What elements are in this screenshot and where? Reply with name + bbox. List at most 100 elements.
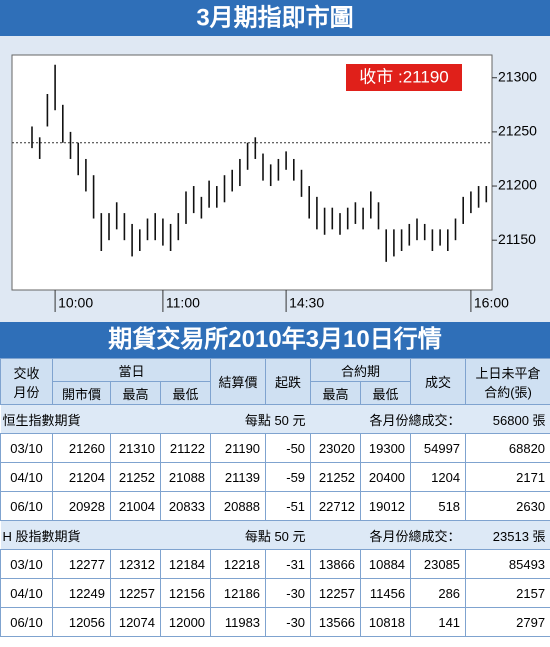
number-cell: 21139 [210, 462, 267, 492]
row: 03/10 21260 21310 21122 21190 -50 23020 19300 54… [0, 433, 550, 463]
number-cell: 518 [410, 491, 467, 521]
month-cell: 04/10 [0, 578, 53, 608]
number-cell: 12277 [52, 549, 111, 579]
x-tick-label: 11:00 [166, 295, 200, 311]
total-label: 各月份總成交： [310, 404, 466, 434]
number-cell: 10818 [360, 607, 412, 637]
number-cell: 12184 [159, 549, 212, 579]
number-cell: 12312 [110, 549, 161, 579]
close-annotation: 收市 :21190 [359, 67, 448, 86]
number-cell: 21204 [52, 462, 111, 492]
number-cell: 12257 [310, 578, 362, 608]
month-cell: 03/10 [0, 549, 53, 579]
number-cell: 2171 [465, 462, 550, 492]
header: 交收 月份 [0, 358, 53, 405]
chart: 3月期指即市圖 收市 :21190 21150 21200 21250 21300 10… [0, 0, 550, 322]
header: 當日 [51, 358, 212, 382]
number-cell: -51 [265, 491, 312, 521]
number-cell: 19300 [360, 433, 412, 463]
header-text: 上日未平倉 [475, 365, 541, 381]
header: 合約期 [310, 358, 412, 382]
number-cell: 12074 [110, 607, 161, 637]
number-cell: 85493 [465, 549, 550, 579]
row: 04/10 21204 21252 21088 21139 -59 21252 20400 12… [0, 462, 550, 492]
number-cell: 13566 [310, 607, 362, 637]
number-cell: 21088 [159, 462, 212, 492]
x-tick-label: 10:00 [58, 295, 93, 311]
number-cell: 12000 [159, 607, 212, 637]
number-cell: 12186 [210, 578, 267, 608]
month-cell: 04/10 [0, 462, 53, 492]
header: 最高 [310, 381, 362, 405]
number-cell: 23085 [410, 549, 467, 579]
number-cell: -50 [265, 433, 312, 463]
row: 恒生指數期貨 每點 50 元各月份總成交： 56800 張 [0, 404, 550, 434]
number-cell: 12218 [210, 549, 267, 579]
header: 最低 [159, 381, 212, 405]
number-cell: -31 [265, 549, 312, 579]
x-tick-label: 16:00 [474, 295, 509, 311]
header: 開市價 [52, 381, 111, 405]
number-cell: 10884 [360, 549, 412, 579]
point-value: 每點 50 元 [160, 404, 311, 434]
y-tick-label: 21150 [498, 231, 536, 247]
total-label: 各月份總成交： [310, 520, 466, 550]
number-cell: 54997 [410, 433, 467, 463]
y-tick-label: 21200 [498, 177, 537, 193]
header-text: 交收 [13, 365, 40, 381]
header: 結算價 [210, 358, 267, 405]
number-cell: 20928 [52, 491, 111, 521]
number-cell: 21310 [110, 433, 161, 463]
point-value: 每點 50 元 [160, 520, 311, 550]
header: 最高 [110, 381, 161, 405]
number-cell: 21122 [159, 433, 212, 463]
plot-area [11, 54, 493, 291]
row: 04/10 12249 12257 12156 12186 -30 12257 11456 28… [0, 578, 550, 608]
total-volume: 23513 張 [465, 520, 550, 550]
number-cell: 286 [410, 578, 467, 608]
number-cell: 2157 [465, 578, 550, 608]
month-cell: 03/10 [0, 433, 53, 463]
close-box [346, 64, 462, 91]
header: 成交 [410, 358, 467, 405]
number-cell: 20833 [159, 491, 212, 521]
number-cell: -30 [265, 607, 312, 637]
x-tick-label: 14:30 [289, 295, 324, 311]
row: 06/10 12056 12074 12000 11983 -30 13566 10818 14… [0, 607, 550, 637]
number-cell: 22712 [310, 491, 362, 521]
number-cell: 2630 [465, 491, 550, 521]
number-cell: 21252 [110, 462, 161, 492]
total-volume: 56800 張 [465, 404, 550, 434]
section-name: 恒生指數期貨 [0, 404, 161, 434]
number-cell: 1204 [410, 462, 467, 492]
row: 06/10 20928 21004 20833 20888 -51 22712 19012 51… [0, 491, 550, 521]
number-cell: 13866 [310, 549, 362, 579]
row: 交收月份 當日 結算價 起跌 合約期 成交 上日未平倉 合約(張) [0, 358, 550, 405]
chart-title: 3月期指即市圖 [196, 3, 353, 31]
number-cell: 12056 [52, 607, 111, 637]
number-cell: 11456 [360, 578, 412, 608]
month-cell: 06/10 [0, 491, 53, 521]
number-cell: 21190 [210, 433, 267, 463]
number-cell: 12156 [159, 578, 212, 608]
number-cell: 11983 [210, 607, 267, 637]
number-cell: 20400 [360, 462, 412, 492]
number-cell: 141 [410, 607, 467, 637]
y-tick-label: 21300 [498, 68, 537, 84]
number-cell: 21260 [52, 433, 111, 463]
header: 上日未平倉 合約(張) [465, 358, 550, 405]
number-cell: -59 [265, 462, 312, 492]
number-cell: 12257 [110, 578, 161, 608]
quote-table: 交收 月份 當日 結算價 起跌 合約期 成交 上日未平倉 合約(張) 開市價 最高 最低 最高 最低 恒生指… [0, 358, 550, 637]
number-cell: 68820 [465, 433, 550, 463]
title-bar [0, 0, 550, 36]
number-cell: 23020 [310, 433, 362, 463]
number-cell: 20888 [210, 491, 267, 521]
number-cell: -30 [265, 578, 312, 608]
y-tick-label: 21250 [498, 123, 537, 139]
header: 起跌 [265, 358, 312, 405]
header-text: 月份 [13, 384, 40, 400]
section-name: H 股指數期貨 [0, 520, 161, 550]
number-cell: 2797 [465, 607, 550, 637]
